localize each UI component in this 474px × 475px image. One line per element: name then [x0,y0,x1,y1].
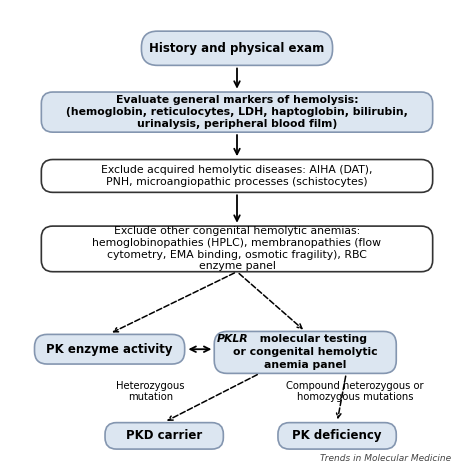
Text: Trends in Molecular Medicine: Trends in Molecular Medicine [320,454,451,463]
Text: PK deficiency: PK deficiency [292,429,382,442]
FancyBboxPatch shape [214,332,396,373]
Text: molecular testing: molecular testing [256,334,367,344]
Text: or congenital hemolytic: or congenital hemolytic [233,347,378,357]
Text: PKD carrier: PKD carrier [126,429,202,442]
FancyBboxPatch shape [41,92,433,132]
Text: Exclude other congenital hemolytic anemias:
hemoglobinopathies (HPLC), membranop: Exclude other congenital hemolytic anemi… [92,227,382,271]
Text: PKLR: PKLR [217,334,248,344]
FancyBboxPatch shape [35,334,185,364]
FancyBboxPatch shape [141,31,333,66]
Text: anemia panel: anemia panel [264,361,346,370]
Text: Exclude acquired hemolytic diseases: AIHA (DAT),
PNH, microangiopathic processes: Exclude acquired hemolytic diseases: AIH… [101,165,373,187]
Text: PK enzyme activity: PK enzyme activity [46,343,173,356]
FancyBboxPatch shape [105,423,223,449]
Text: History and physical exam: History and physical exam [149,42,325,55]
Text: Evaluate general markers of hemolysis:
(hemoglobin, reticulocytes, LDH, haptoglo: Evaluate general markers of hemolysis: (… [66,95,408,129]
Text: Compound heterozygous or
homozygous mutations: Compound heterozygous or homozygous muta… [286,381,424,402]
FancyBboxPatch shape [41,226,433,272]
FancyBboxPatch shape [41,160,433,192]
Text: Heterozygous
mutation: Heterozygous mutation [116,381,185,402]
FancyBboxPatch shape [278,423,396,449]
